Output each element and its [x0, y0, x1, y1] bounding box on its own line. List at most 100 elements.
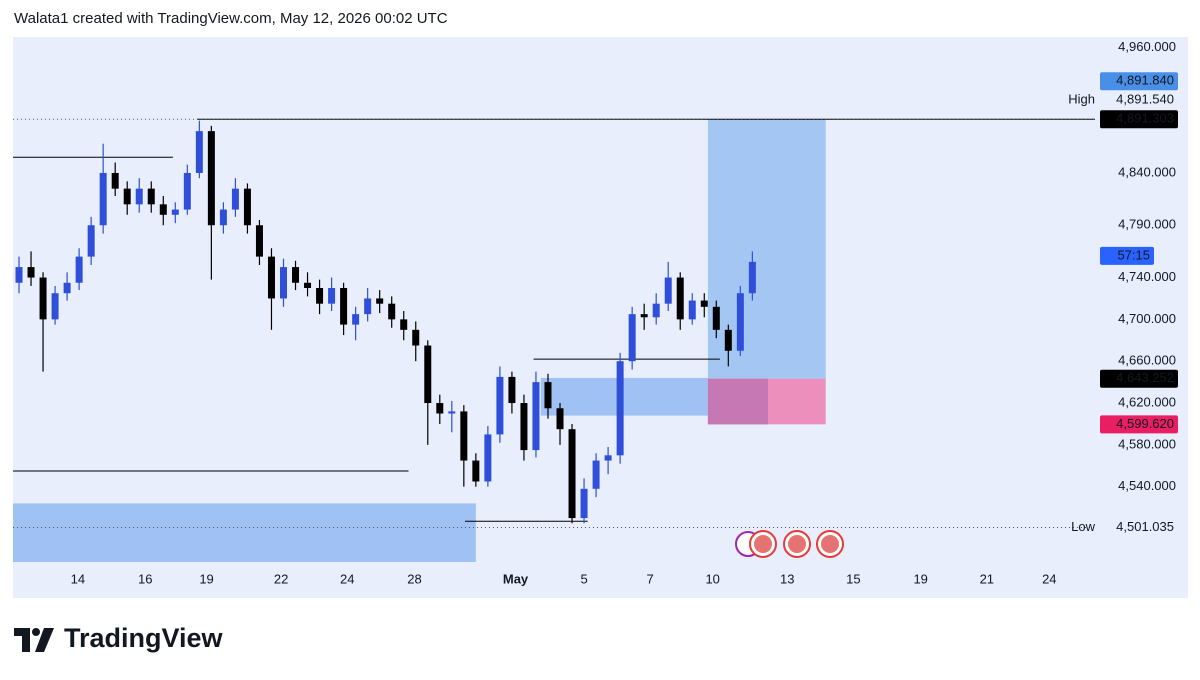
candle-body [556, 408, 564, 430]
brand-logo [14, 628, 54, 652]
candle-body [748, 261, 756, 294]
candle-body [472, 460, 480, 482]
candle-body [712, 306, 720, 330]
y-tick-label: 4,660.000 [1118, 353, 1176, 368]
x-tick-label: 5 [580, 571, 587, 586]
candle-body [352, 314, 360, 325]
zone [540, 377, 708, 416]
candle-body [364, 298, 372, 315]
zone [707, 378, 768, 425]
x-tick-label: May [503, 571, 529, 586]
candle-body [195, 131, 203, 173]
candle-body [316, 287, 324, 304]
candle-body [496, 376, 504, 435]
price-tag [1100, 72, 1178, 91]
price-tag [1100, 415, 1178, 434]
candle-body [255, 225, 263, 257]
candle-body [616, 361, 624, 456]
candle-body [460, 411, 468, 461]
candle-body [664, 277, 672, 304]
y-tick-label: 4,700.000 [1118, 311, 1176, 326]
candle-body [424, 345, 432, 404]
candle-body [207, 131, 215, 226]
x-tick-label: 19 [199, 571, 213, 586]
price-tag-label: 4,891.540 [1116, 92, 1174, 107]
candle-body [39, 277, 47, 320]
brand: TradingView [64, 623, 224, 653]
x-tick-label: 7 [647, 571, 654, 586]
x-tick-label: 24 [340, 571, 354, 586]
event-icons [735, 530, 844, 558]
candle-body [111, 172, 119, 189]
header: Walata1 created with TradingView.com, Ma… [14, 10, 448, 27]
candle-body [15, 267, 23, 283]
price-tag-label: 4,599.620 [1116, 416, 1174, 431]
countdown-label: 57:15 [1117, 247, 1150, 262]
y-tick-label: 4,840.000 [1118, 164, 1176, 179]
candle-body [448, 411, 456, 414]
candle-body [27, 267, 35, 278]
candle-body [580, 488, 588, 519]
candle-body [628, 314, 636, 362]
candle-body [388, 303, 396, 320]
x-tick-label: 28 [407, 571, 421, 586]
candle-body [736, 293, 744, 351]
y-tick-label: 4,620.000 [1118, 394, 1176, 409]
candle-body [292, 267, 300, 283]
candle-body [231, 188, 239, 210]
price-tag [1100, 110, 1178, 129]
candle-body [123, 188, 131, 205]
x-tick-label: 19 [913, 571, 927, 586]
x-tick-label: 24 [1042, 571, 1056, 586]
y-tick-label: 4,790.000 [1118, 217, 1176, 232]
candle-body [87, 225, 95, 257]
zone [13, 503, 476, 562]
y-tick-label: 4,960.000 [1118, 39, 1176, 54]
x-tick-label: 22 [274, 571, 288, 586]
candle-body [400, 319, 408, 330]
candle-body [376, 298, 384, 304]
price-tag-label: 4,643.252 [1116, 370, 1174, 385]
price-tag-label: 4,501.035 [1116, 519, 1174, 534]
candle-body [592, 460, 600, 489]
x-tick-label: 15 [846, 571, 860, 586]
candle-body [75, 256, 83, 283]
price-tag-label: 4,891.303 [1116, 111, 1174, 126]
candle-body [544, 382, 552, 409]
countdown-tag [1100, 246, 1154, 265]
candle-body [183, 172, 191, 210]
candle-body [724, 329, 732, 351]
candle-body [508, 376, 516, 404]
candle-body [520, 403, 528, 451]
candle-body [640, 314, 648, 318]
x-tick-label: 10 [705, 571, 719, 586]
candle-body [652, 303, 660, 318]
price-tag [1100, 369, 1178, 388]
candle-body [328, 287, 336, 304]
price-tag-side: High [1068, 92, 1095, 107]
candle-body [147, 188, 155, 205]
candle-body [219, 209, 227, 226]
candle-body [688, 300, 696, 320]
candle-body [484, 434, 492, 482]
candle-body [340, 287, 348, 325]
price-tag-label: 4,891.840 [1116, 73, 1174, 88]
x-tick-label: 13 [780, 571, 794, 586]
candle-body [304, 282, 312, 288]
y-tick-label: 4,540.000 [1118, 478, 1176, 493]
candle-body [267, 256, 275, 299]
candle-body [532, 382, 540, 451]
candle-body [436, 403, 444, 414]
y-tick-label: 4,740.000 [1118, 269, 1176, 284]
price-tag-side: Low [1071, 519, 1095, 534]
candle-body [135, 188, 143, 205]
x-tick-label: 14 [71, 571, 85, 586]
candle-body [51, 293, 59, 320]
candle-body [171, 209, 179, 215]
candle-body [280, 267, 287, 299]
candle-body [676, 277, 684, 320]
candle-body [159, 204, 167, 215]
candle-body [412, 329, 420, 346]
y-tick-label: 4,580.000 [1118, 436, 1176, 451]
